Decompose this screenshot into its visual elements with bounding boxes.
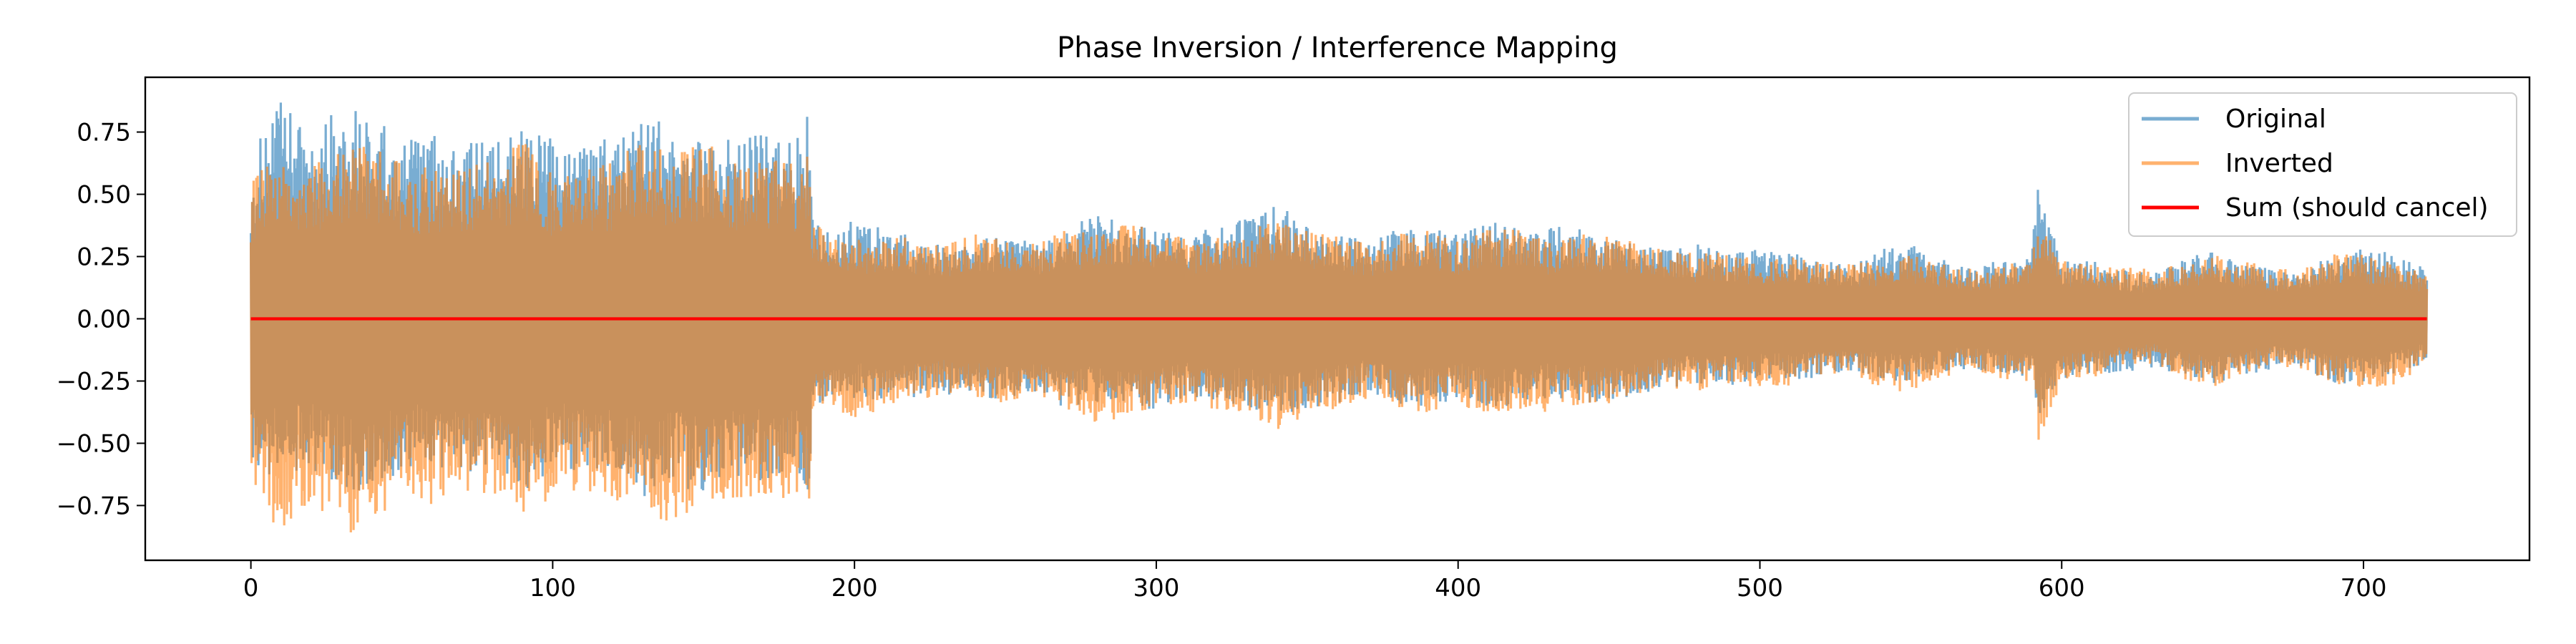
legend-label: Original <box>2225 104 2326 134</box>
y-tick-label: 0.50 <box>77 181 131 210</box>
x-axis: 0 100 200 300 400 500 600 700 <box>243 560 2387 602</box>
y-axis: 0.75 0.50 0.25 0.00 −0.25 −0.50 −0.75 <box>57 119 145 520</box>
legend-label: Inverted <box>2225 149 2333 178</box>
x-tick-label: 500 <box>1737 574 1783 602</box>
x-tick-label: 300 <box>1133 574 1179 602</box>
x-tick-label: 100 <box>530 574 576 602</box>
y-tick-label: −0.75 <box>57 492 131 520</box>
legend-box <box>2128 92 2517 237</box>
y-tick-label: 0.00 <box>77 306 131 334</box>
x-tick-label: 600 <box>2039 574 2085 602</box>
y-tick-label: 0.75 <box>77 119 131 147</box>
legend: Original Inverted Sum (should cancel) <box>2128 92 2517 237</box>
y-tick-label: −0.25 <box>57 367 131 396</box>
y-tick-label: 0.25 <box>77 243 131 272</box>
y-tick-label: −0.50 <box>57 429 131 458</box>
x-tick-label: 0 <box>243 574 259 602</box>
legend-label: Sum (should cancel) <box>2225 193 2489 223</box>
x-tick-label: 400 <box>1435 574 1481 602</box>
x-tick-label: 200 <box>831 574 878 602</box>
chart-title: Phase Inversion / Interference Mapping <box>1057 31 1618 64</box>
series-line-inverted <box>250 144 2429 533</box>
series-layer <box>250 102 2429 533</box>
x-tick-label: 700 <box>2341 574 2387 602</box>
